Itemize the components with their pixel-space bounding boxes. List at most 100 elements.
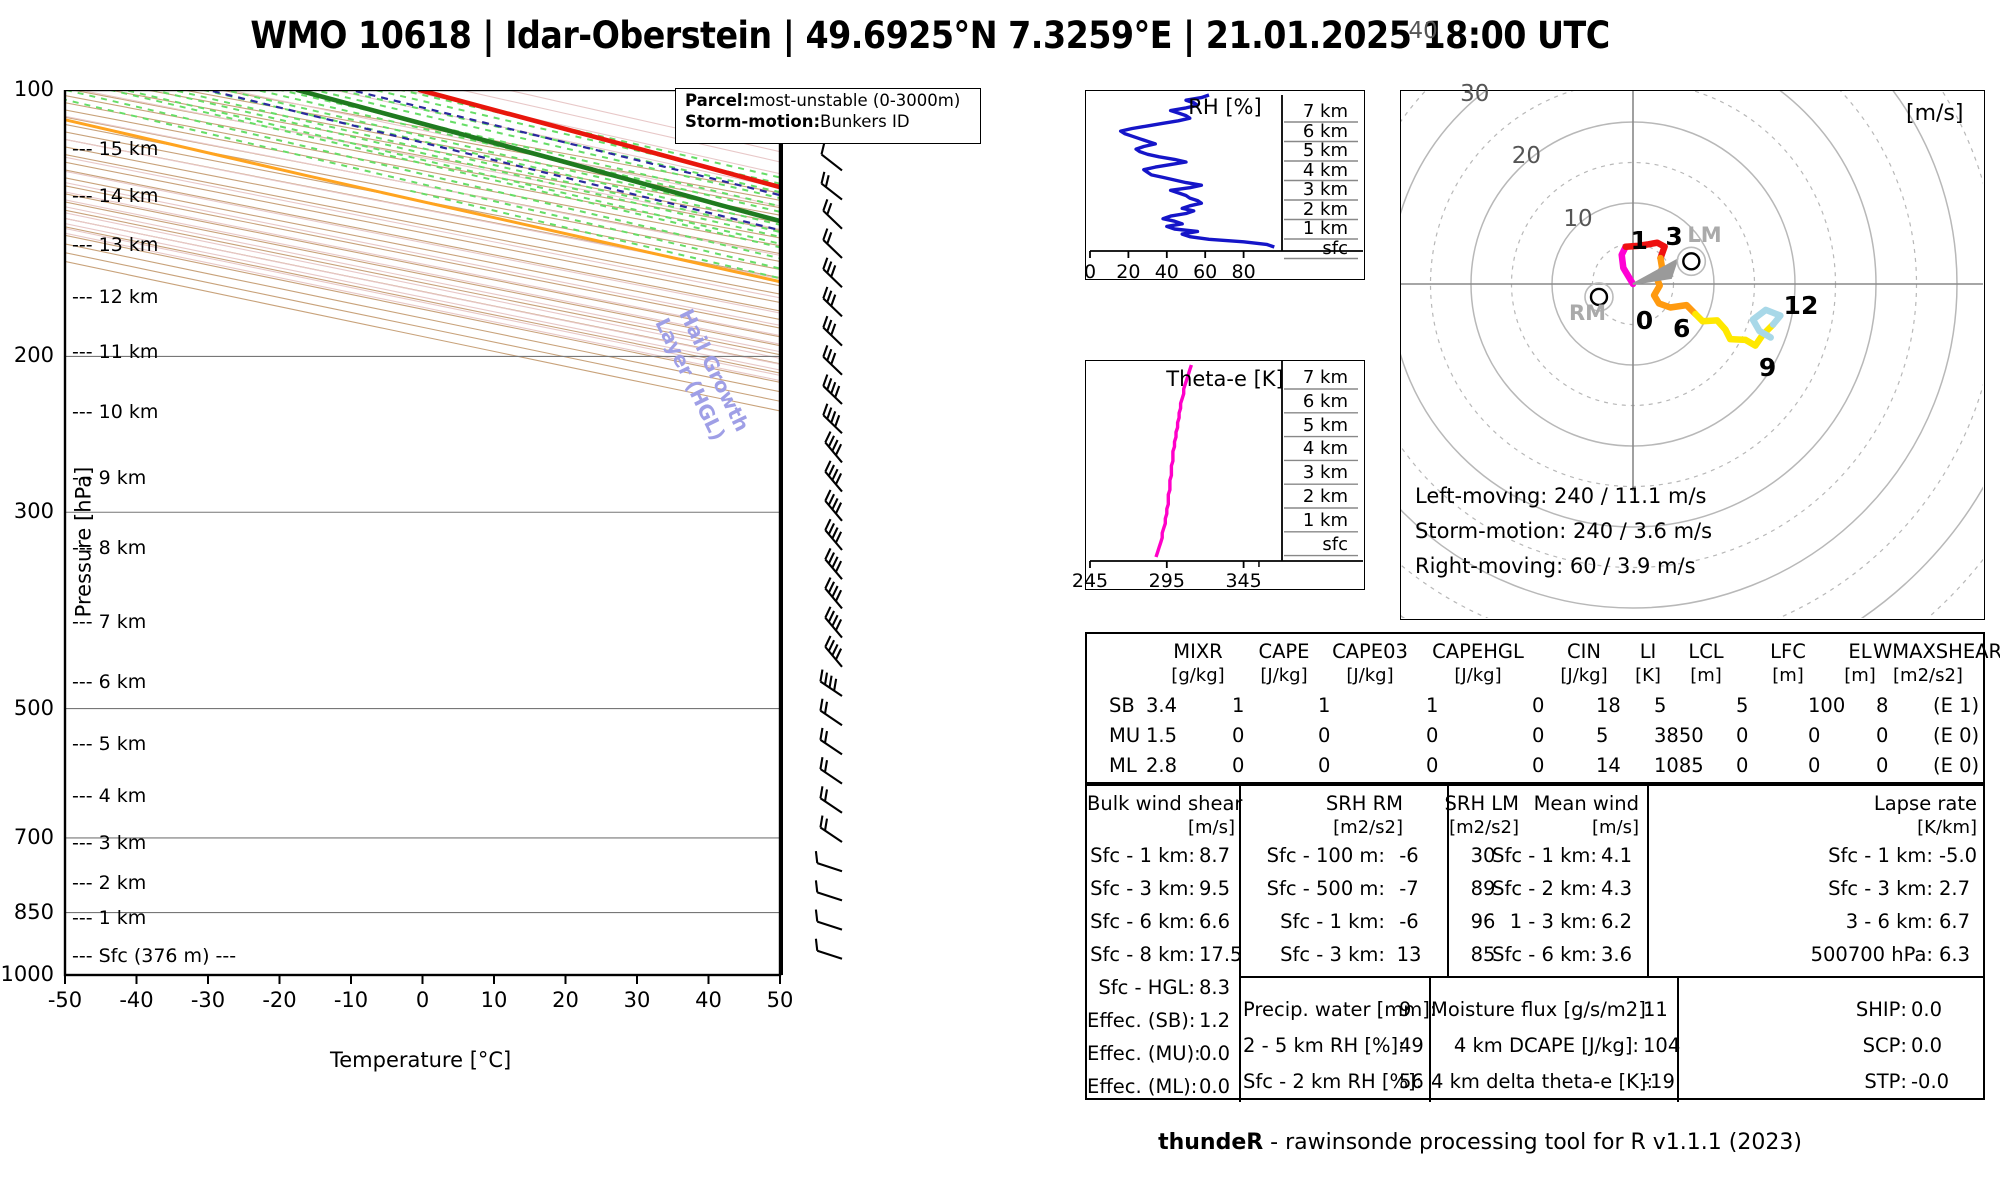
table-divider-4 [1429,976,1431,1102]
index-label-0: SHIP: [1855,998,1907,1021]
height-label-4: --- 11 km [72,340,159,363]
hodo-lm-label: LM [1687,223,1722,248]
hodo-rm-label: RM [1568,300,1607,325]
param-unit-WMAXSHEAR: [m2/s2] [1893,665,1963,686]
height-label-3: --- 12 km [72,286,159,309]
lapserate-label-3: 500700 hPa: [1810,943,1933,966]
param-cell-MU-8: 0 [1808,724,1821,747]
shear-value-1: 9.5 [1199,877,1231,900]
srh-lm-3: 85 [1470,943,1496,966]
index-label-1: SCP: [1862,1034,1907,1057]
shear-value-2: 6.6 [1199,910,1231,933]
flux-label-2: 4 km delta theta-e [K]: [1431,1070,1654,1093]
hodograph-panel: Left-moving: 240 / 11.1 m/s Storm-motion… [1400,18,1985,620]
te-tick-295: 295 [1148,570,1185,592]
param-cell-SB-6: 5 [1654,694,1667,717]
index-value-2: -0.0 [1911,1070,1950,1093]
moisture-label-0: Precip. water [mm]: [1243,998,1437,1021]
shear-label-1: Sfc - 3 km: [1090,877,1195,900]
height-label-13: --- 2 km [72,872,147,895]
height-label-11: --- 4 km [72,785,147,808]
moisture-value-2: 56 [1399,1070,1424,1093]
te-height-1-km: 1 km [1302,509,1348,531]
param-row-label-SB: SB [1109,694,1135,717]
rh-height-sfc: sfc [1322,237,1348,259]
srh-label-3: Sfc - 3 km: [1280,943,1385,966]
temp-tick--10: -10 [333,988,369,1012]
hodo-ring-10: 10 [1563,205,1593,232]
pressure-tick-300: 300 [13,499,54,524]
legend-parcel-value: most-unstable (0-3000m) [749,91,961,110]
rh-height-4-km: 4 km [1302,159,1348,181]
hodo-marker-9: 9 [1758,353,1777,383]
param-cell-ML-10: (E 0) [1933,754,1980,777]
rh-tick-0: 0 [1083,261,1097,283]
hodo-marker-12: 12 [1783,291,1819,321]
meanwind-label-2: 1 - 3 km: [1509,910,1597,933]
table-divider-0 [1239,786,1241,976]
meanwind-title: Mean wind [1533,792,1639,815]
param-cell-MU-7: 0 [1736,724,1749,747]
pressure-tick-700: 700 [13,824,54,849]
flux-label-0: Moisture flux [g/s/m2]: [1431,998,1653,1021]
rh-tick-40: 40 [1154,261,1179,283]
shear-value-5: 1.2 [1199,1009,1231,1032]
param-col-LFC: LFC [1770,640,1806,663]
temp-tick-50: 50 [766,988,794,1012]
param-col-CIN: CIN [1567,640,1601,663]
param-cell-SB-10: (E 1) [1933,694,1980,717]
srh-rm-3: 13 [1396,943,1422,966]
height-label-2: --- 13 km [72,233,159,256]
te-height-sfc: sfc [1322,533,1348,555]
srh-rm-1: -7 [1399,877,1419,900]
temp-tick--50: -50 [47,988,83,1012]
height-label-7: --- 8 km [72,536,147,559]
hodo-marker-3: 3 [1665,222,1683,252]
srh-rm-0: -6 [1399,844,1419,867]
param-unit-LCL: [m] [1690,665,1722,686]
param-cell-ML-6: 1085 [1654,754,1704,777]
param-cell-SB-2: 1 [1318,694,1331,717]
lapserate-unit: [K/km] [1917,817,1977,838]
shear-value-7: 0.0 [1199,1075,1231,1098]
rh-tick-80: 80 [1231,261,1256,283]
meanwind-label-3: Sfc - 6 km: [1492,943,1597,966]
srh-label-0: Sfc - 100 m: [1266,844,1385,867]
param-cell-ML-0: 2.8 [1146,754,1178,777]
param-unit-LFC: [m] [1772,665,1804,686]
te-height-7-km: 7 km [1302,367,1348,388]
temperature-axis-label: Temperature [°C] [330,1048,512,1072]
temp-tick--20: -20 [262,988,297,1012]
moisture-value-0: 9 [1399,998,1412,1021]
hodo-unit-label: [m/s] [1906,101,1964,126]
param-cell-SB-0: 3.4 [1146,694,1178,717]
page-title: WMO 10618 | Idar-Oberstein | 49.6925°N 7… [250,14,1610,57]
te-tick-345: 345 [1225,570,1262,592]
shear-label-7: Effec. (ML): [1087,1075,1198,1098]
shear-label-5: Effec. (SB): [1087,1009,1196,1032]
param-unit-MIXR: [g/kg] [1171,665,1225,686]
moisture-label-1: 2 - 5 km RH [%]: [1243,1034,1405,1057]
param-cell-SB-4: 0 [1532,694,1545,717]
storm-motion-text: Storm-motion: 240 / 3.6 m/s [1415,519,1713,543]
temp-tick-40: 40 [695,988,722,1012]
param-cell-ML-2: 0 [1318,754,1331,777]
hodo-ring-40: 40 [1408,18,1438,45]
srh-label-2: Sfc - 1 km: [1280,910,1385,933]
param-cell-ML-1: 0 [1232,754,1245,777]
lapserate-label-1: Sfc - 3 km: [1828,877,1933,900]
te-height-6-km: 6 km [1302,390,1348,412]
param-col-CAPE03: CAPE03 [1332,640,1408,663]
param-unit-CAPE03: [J/kg] [1346,665,1394,686]
te-height-2-km: 2 km [1302,486,1348,507]
height-label-12: --- 3 km [72,832,147,855]
shear-value-6: 0.0 [1199,1042,1231,1065]
pressure-tick-200: 200 [13,343,54,368]
shear-label-0: Sfc - 1 km: [1090,844,1195,867]
skewt-diagram: Pressure [hPa] Temperature [°C] Parcel:m… [1,77,995,1090]
param-cell-SB-3: 1 [1426,694,1439,717]
param-unit-EL: [m] [1844,665,1876,686]
flux-value-0: 11 [1643,998,1668,1021]
lapserate-label-2: 3 - 6 km: [1845,910,1933,933]
lapserate-value-1: 2.7 [1939,877,1971,900]
